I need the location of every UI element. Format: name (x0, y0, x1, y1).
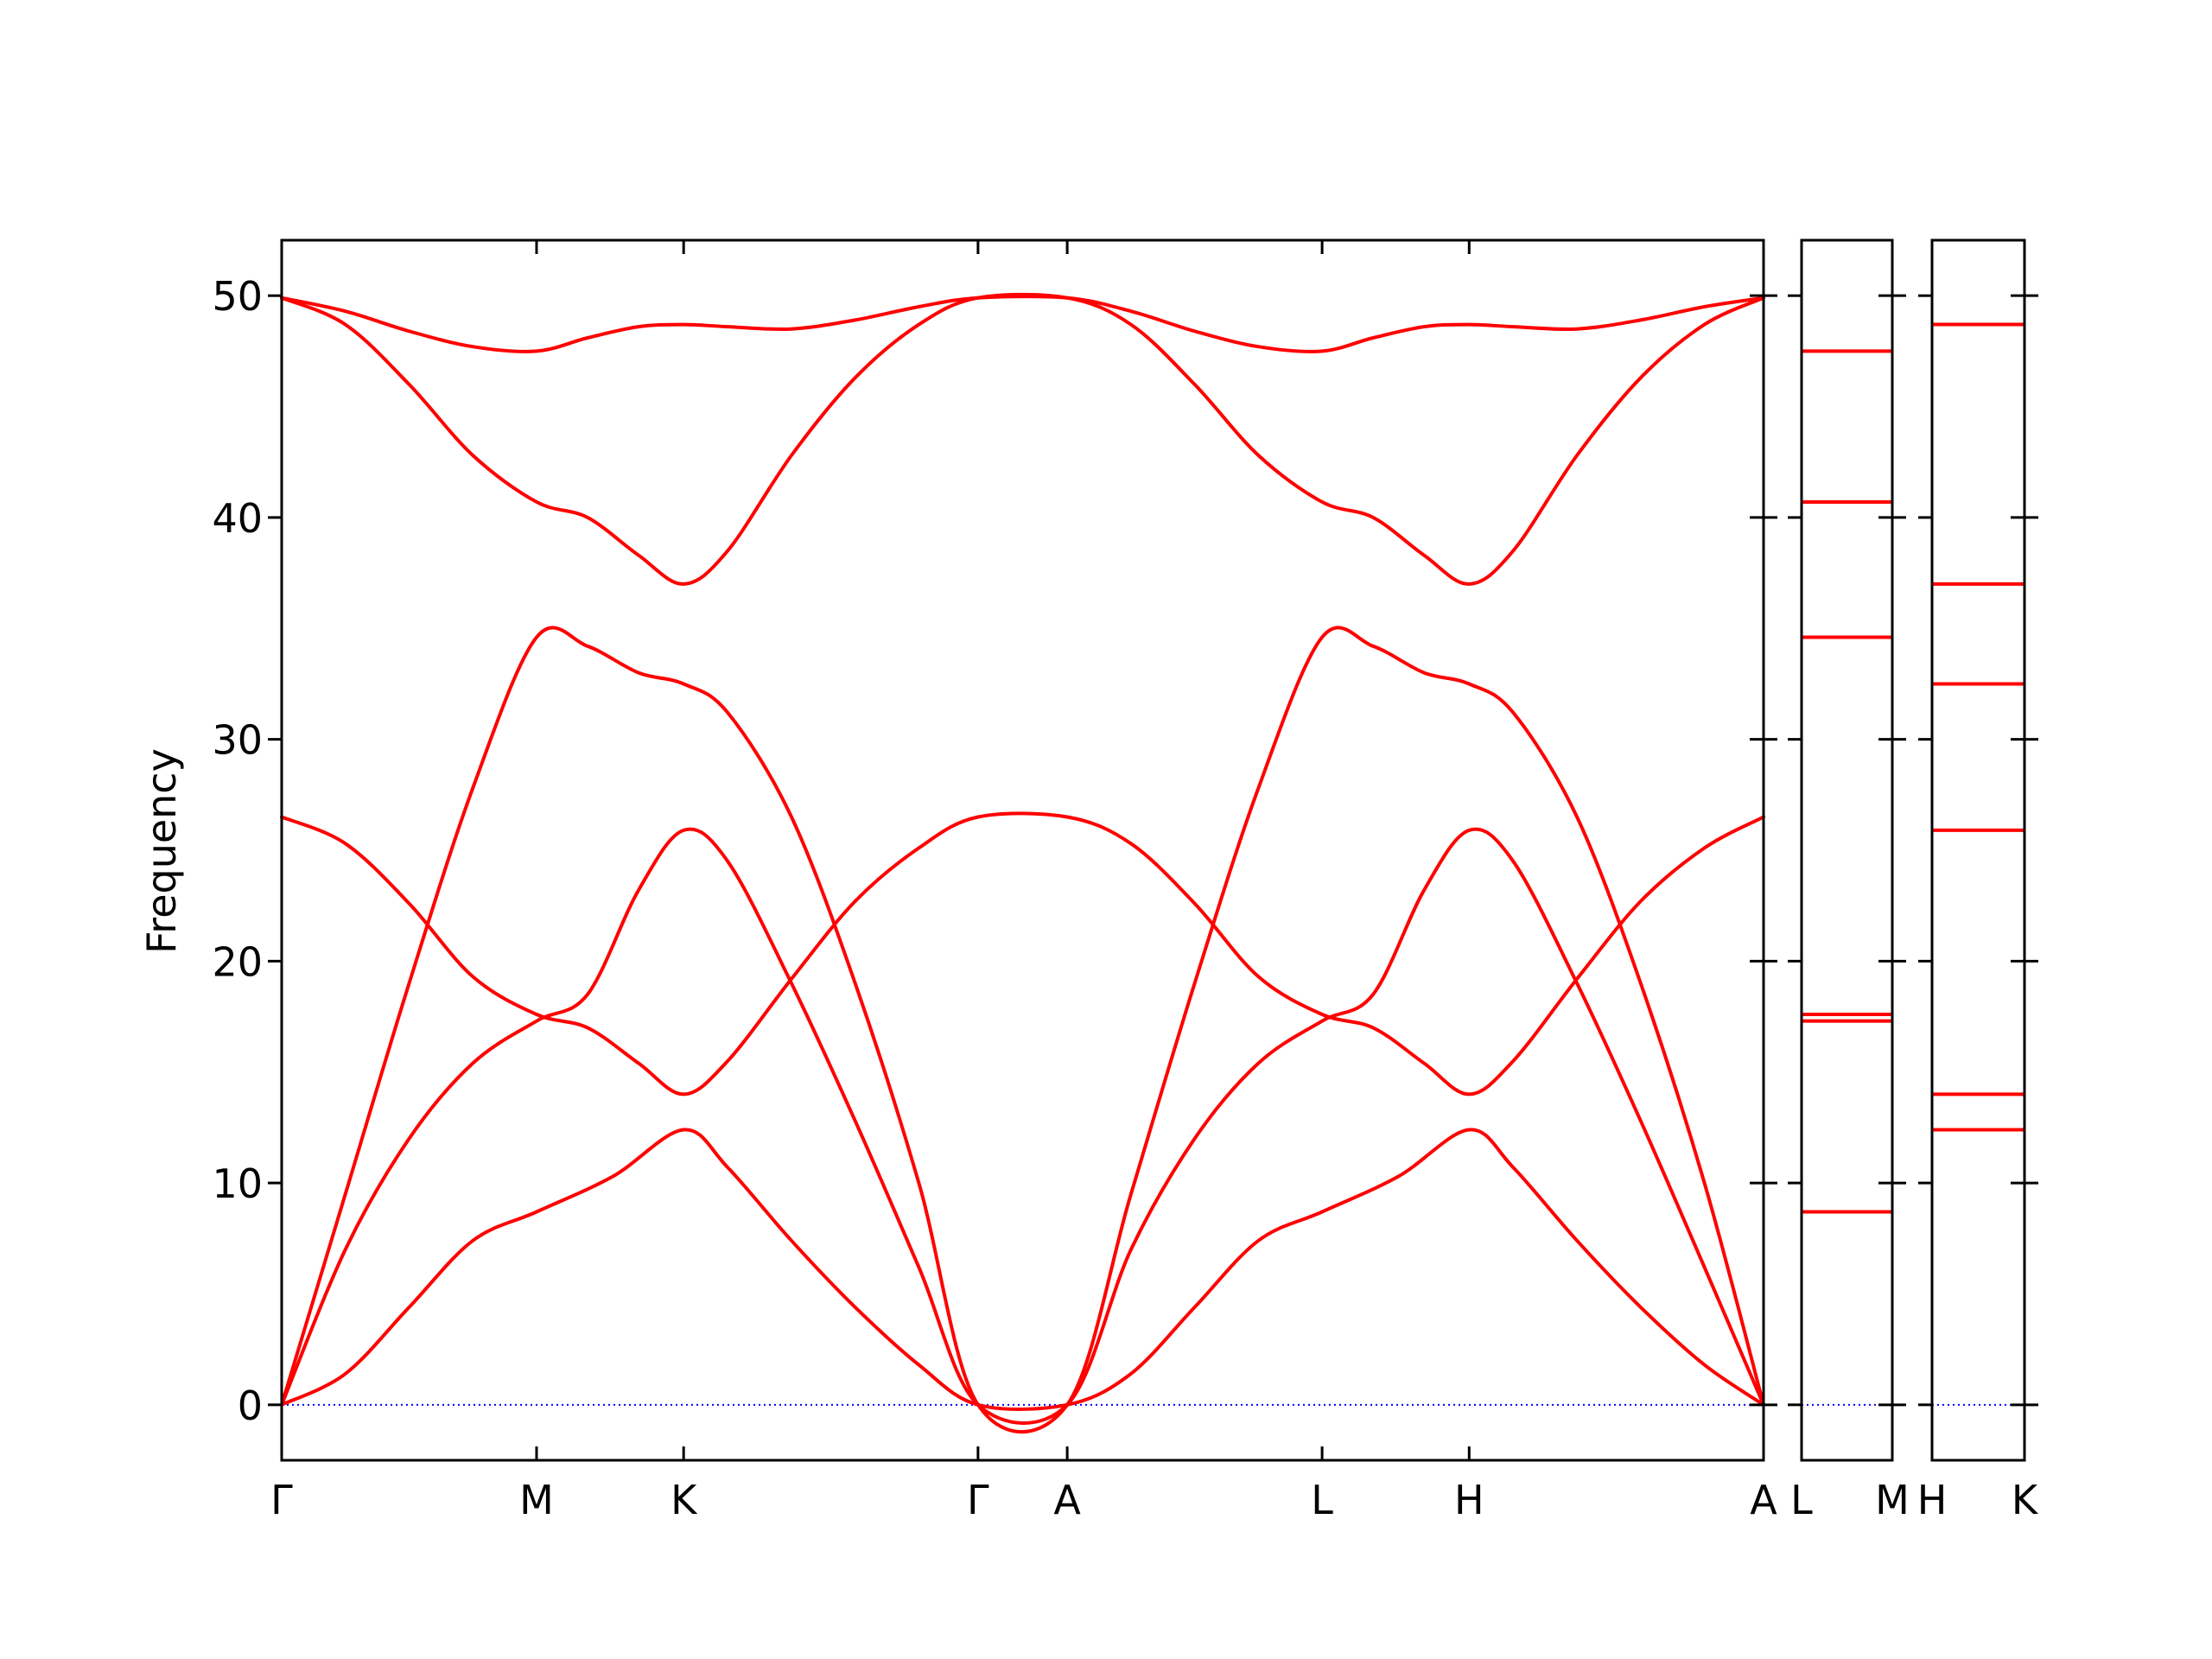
y-tick-label-0: 0 (238, 1382, 263, 1429)
kpoint-label-main-1: M (519, 1477, 554, 1523)
band-lines (280, 292, 2024, 1433)
kpoint-label-L-M-1: M (1875, 1477, 1910, 1523)
kpoint-label-L-M-0: L (1790, 1477, 1813, 1523)
panel-frames (280, 238, 2026, 1462)
y-tick-label-30: 30 (212, 717, 263, 764)
y-tick-label-40: 40 (212, 495, 263, 542)
y-axis-title: Frequency (138, 748, 185, 954)
y-tick-label-50: 50 (212, 273, 263, 320)
kpoint-label-main-0: Γ (270, 1477, 293, 1523)
band-line-1 (280, 1128, 1765, 1411)
kpoint-label-main-6: H (1454, 1477, 1484, 1523)
kpoint-label-main-7: A (1750, 1477, 1777, 1523)
kpoint-label-main-2: K (671, 1477, 698, 1523)
kpoint-label-main-5: L (1311, 1477, 1333, 1523)
kpoint-label-H-K-1: K (2012, 1477, 2039, 1523)
panel-frame-main (280, 238, 1765, 1462)
kpoint-label-main-4: A (1053, 1477, 1081, 1523)
y-tick-label-10: 10 (212, 1160, 263, 1207)
band-line-5 (280, 292, 1765, 586)
y-tick-label-20: 20 (212, 938, 263, 985)
band-line-3 (280, 811, 1765, 1096)
axis-ticks (268, 240, 2038, 1460)
band-line-4 (280, 626, 1765, 1433)
panel-frame-H-K (1930, 238, 2026, 1462)
kpoint-label-main-3: Γ (967, 1477, 989, 1523)
band-line-6 (280, 295, 1765, 353)
kpoint-label-H-K-0: H (1917, 1477, 1948, 1523)
panel-frame-L-M (1800, 238, 1894, 1462)
